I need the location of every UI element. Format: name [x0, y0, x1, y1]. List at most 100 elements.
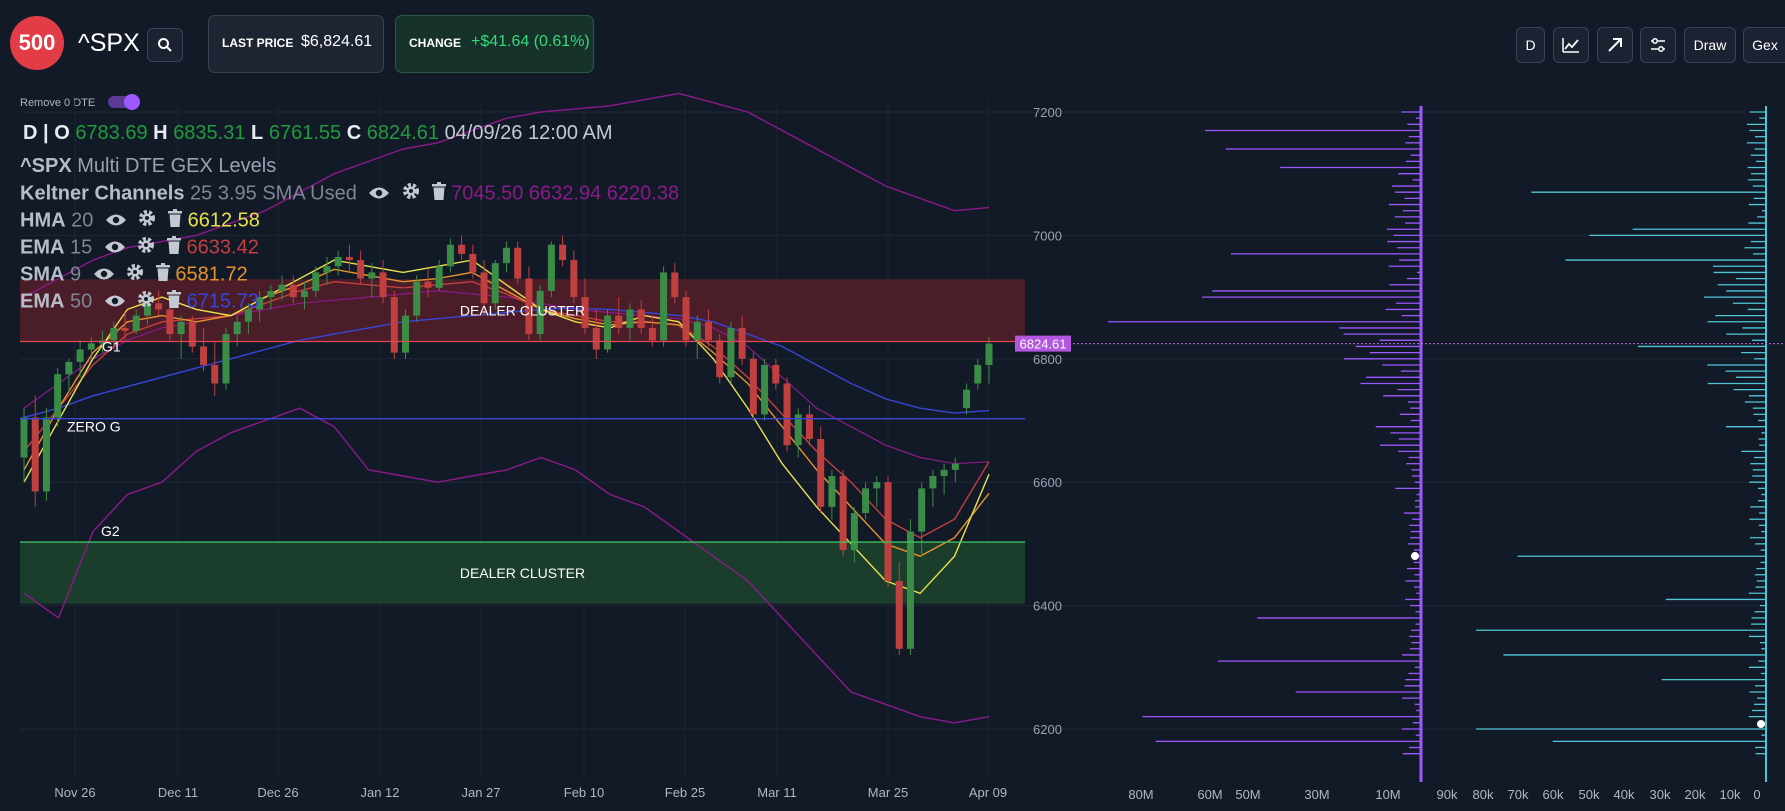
candle-body	[817, 439, 825, 507]
ohlc-c-label: C	[346, 122, 362, 144]
candle-body	[547, 244, 555, 291]
ohlc-period: D	[23, 122, 38, 144]
x-axis-label: Nov 26	[54, 785, 95, 800]
search-button[interactable]	[147, 28, 183, 62]
gear-icon[interactable]	[126, 263, 144, 287]
ohlc-readout: D | O 6783.69 H 6835.31 L 6761.55 C 6824…	[23, 122, 612, 145]
candle-body	[839, 476, 847, 551]
g2-label: G2	[101, 523, 120, 539]
gex-put-axis-label: 10M	[1375, 787, 1400, 802]
gear-icon[interactable]	[137, 236, 155, 260]
candle-body	[222, 334, 230, 384]
dealer-cluster-zone	[20, 542, 1025, 604]
indicators-button[interactable]	[1553, 27, 1589, 63]
app-logo[interactable]: 500	[10, 16, 64, 70]
price-chart[interactable]: DEALER CLUSTER DEALER CLUSTER G1 ZERO G G2 6…	[0, 84, 1785, 811]
y-axis-label: 6200	[1033, 722, 1062, 737]
candle-body	[20, 417, 28, 458]
y-axis-label: 6600	[1033, 475, 1062, 490]
candle-body	[716, 340, 724, 378]
gex-call-axis-label: 80k	[1473, 787, 1494, 802]
candle-body	[794, 414, 802, 446]
legend-hma: HMA 20 6612.58	[20, 209, 260, 233]
gex-levels: DEALER CLUSTER DEALER CLUSTER G1 ZERO G G2	[20, 302, 1025, 581]
candle-body	[446, 244, 454, 267]
eye-icon[interactable]	[105, 210, 127, 233]
legend-ema15-params: 15	[70, 236, 93, 259]
call-gex-marker	[1757, 720, 1765, 728]
legend-hma-value: 6612.58	[187, 209, 260, 232]
trash-icon[interactable]	[166, 236, 181, 260]
candle-body	[188, 321, 196, 347]
candle-body	[940, 469, 948, 477]
eye-icon[interactable]	[93, 264, 115, 287]
ohlc-low: 6761.55	[268, 122, 342, 144]
candle-body	[603, 315, 611, 350]
trash-icon[interactable]	[168, 209, 183, 233]
trend-line-button[interactable]	[1597, 27, 1633, 63]
candle-body	[143, 303, 151, 316]
ohlc-l-label: L	[251, 122, 264, 144]
trash-icon[interactable]	[166, 290, 181, 314]
candle-body	[312, 272, 320, 291]
candle-body	[121, 327, 129, 332]
gex-call-axis-label: 40k	[1614, 787, 1635, 802]
eye-icon[interactable]	[104, 237, 126, 260]
eye-icon[interactable]	[368, 183, 390, 206]
legend-hma-params: 20	[71, 209, 94, 232]
gex-call-axis-label: 50k	[1579, 787, 1600, 802]
trash-icon[interactable]	[431, 182, 446, 206]
candle-body	[244, 309, 252, 322]
line-chart-icon	[1562, 38, 1579, 53]
candle-body	[985, 343, 993, 365]
y-axis-label: 7000	[1033, 228, 1062, 243]
candle-body	[166, 309, 174, 335]
candle-body	[918, 488, 926, 532]
gex-call-axis-label: 20k	[1685, 787, 1706, 802]
x-axis-label: Jan 12	[360, 785, 399, 800]
interval-button[interactable]: D	[1516, 27, 1545, 63]
x-axis-label: Apr 09	[969, 785, 1007, 800]
candles	[20, 235, 993, 655]
candle-body	[637, 309, 645, 328]
ohlc-open: 6783.69	[75, 122, 148, 144]
candle-body	[850, 513, 858, 551]
last-price-tag-text: 6824.61	[1020, 337, 1067, 352]
draw-button[interactable]: Draw	[1684, 27, 1736, 63]
gear-icon[interactable]	[402, 182, 420, 206]
keltner-upper-line	[23, 92, 990, 298]
candle-body	[525, 278, 533, 335]
eye-icon[interactable]	[104, 291, 126, 314]
candle-body	[491, 263, 499, 304]
candle-body	[704, 321, 712, 341]
candle-body	[951, 463, 959, 470]
candle-body	[402, 315, 410, 353]
candle-body	[480, 272, 488, 304]
candle-body	[828, 476, 836, 507]
candle-body	[648, 327, 656, 341]
candle-body	[738, 327, 746, 359]
x-axis-label: Feb 10	[564, 785, 604, 800]
candle-body	[884, 482, 892, 581]
candle-body	[615, 315, 623, 328]
chart-settings-button[interactable]	[1640, 27, 1676, 63]
trash-icon[interactable]	[155, 263, 170, 287]
gex-button[interactable]: Gex	[1743, 27, 1785, 63]
legend-ema50: EMA 50 6715.73	[20, 290, 259, 314]
sma9-line	[23, 268, 990, 557]
ticker-symbol[interactable]: ^SPX	[78, 29, 140, 57]
change-card: CHANGE +$41.64 (0.61%)	[395, 15, 594, 73]
gear-icon[interactable]	[137, 290, 155, 314]
gear-icon[interactable]	[138, 209, 156, 233]
remove-0dte-toggle[interactable]	[108, 94, 140, 110]
legend-ema50-params: 50	[70, 290, 93, 313]
indicator-lines	[23, 92, 990, 724]
ohlc-close: 6824.61	[366, 122, 439, 144]
ohlc-h-label: H	[153, 122, 168, 144]
ema50-line	[23, 307, 990, 419]
legend-sma9: SMA 9 6581.72	[20, 263, 248, 287]
candle-body	[357, 260, 365, 279]
candle-body	[974, 364, 982, 384]
candle-body	[177, 321, 185, 335]
last-price-value: $6,824.61	[301, 33, 373, 50]
